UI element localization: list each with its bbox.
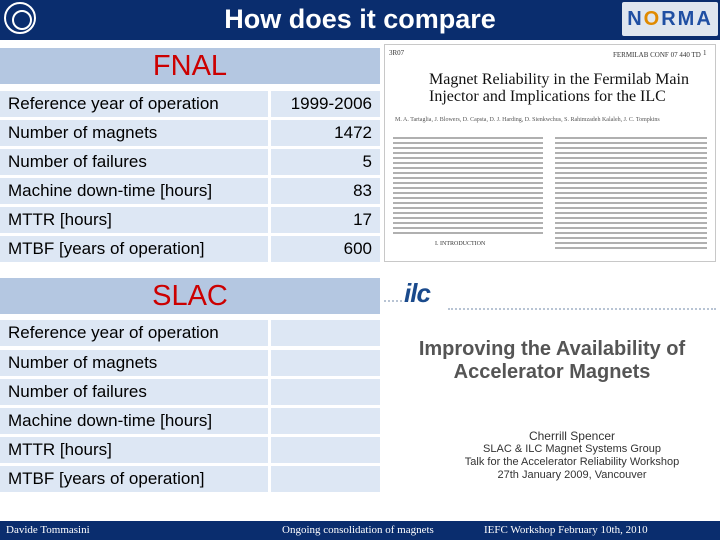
paper-title: Magnet Reliability in the Fermilab Main … [429,71,689,105]
slac-row-number-of-failures: Number of failures [0,379,380,405]
row-label: MTTR [hours] [8,210,112,229]
logo-letters-rma: RMA [661,8,713,30]
column-separator [268,379,271,405]
slac-paper-thumbnail: ilc Improving the Availability of Accele… [384,270,720,496]
footer-author: Davide Tommasini [6,524,90,536]
footer-subject: Ongoing consolidation of magnets [282,524,434,536]
footer-bar: Davide Tommasini Ongoing consolidation o… [0,521,720,540]
column-separator [268,350,271,376]
slac-paper-title: Improving the Availability of Accelerato… [384,338,720,384]
row-label: Reference year of operation [8,94,219,113]
dotted-divider [384,300,402,302]
paper-page-number: 1 [703,49,707,57]
row-value: 83 [353,181,372,200]
row-value: 1999-2006 [290,94,372,113]
row-label: Reference year of operation [8,323,219,342]
slac-row-number-of-magnets: Number of magnets [0,350,380,376]
column-separator [268,408,271,434]
fnal-section-title: FNAL [0,48,380,84]
slac-date: 27th January 2009, Vancouver [497,469,647,481]
column-separator [268,178,271,204]
slac-affiliation: SLAC & ILC Magnet Systems Group [483,443,661,455]
fnal-row-reference-year: Reference year of operation 1999-2006 [0,91,380,117]
paper-left-code: 3R07 [389,49,405,57]
row-label: Machine down-time [hours] [8,181,213,200]
row-label: Number of magnets [8,123,158,142]
slac-paper-info: Cherrill Spencer SLAC & ILC Magnet Syste… [424,430,720,482]
slac-title-line-1: Improving the Availability of [418,338,686,360]
column-separator [268,236,271,262]
fnal-row-mttr: MTTR [hours] 17 [0,207,380,233]
norma-logo: NORMA [622,2,718,36]
slac-row-mttr: MTTR [hours] [0,437,380,463]
row-value: 5 [362,152,372,171]
fnal-row-number-of-failures: Number of failures 5 [0,149,380,175]
slac-author: Cherrill Spencer [528,429,616,443]
dotted-divider [448,308,716,310]
row-label: Machine down-time [hours] [8,411,213,430]
fnal-row-mtbf: MTBF [years of operation] 600 [0,236,380,262]
column-separator [268,91,271,117]
slac-row-machine-down-time: Machine down-time [hours] [0,408,380,434]
fnal-paper-thumbnail: 3R07 FERMILAB CONF 07 440 TD 1 Magnet Re… [384,44,716,262]
column-separator [268,207,271,233]
column-separator [268,437,271,463]
cern-logo-icon [4,2,36,34]
row-label: Number of failures [8,152,147,171]
column-separator [268,466,271,492]
row-value: 600 [343,239,372,258]
column-separator [268,320,271,346]
paper-authors: M. A. Tartaglia, J. Blowers, D. Capsta, … [395,117,660,123]
fnal-row-machine-down-time: Machine down-time [hours] 83 [0,178,380,204]
paper-section-heading: I. INTRODUCTION [435,241,486,247]
paper-right-column [555,137,707,252]
slac-row-mtbf: MTBF [years of operation] [0,466,380,492]
column-separator [268,120,271,146]
logo-letter-o: O [643,8,662,30]
slac-row-reference-year: Reference year of operation [0,320,380,346]
row-value: 17 [353,210,372,229]
slac-talk: Talk for the Accelerator Reliability Wor… [464,456,680,468]
column-separator [268,149,271,175]
paper-abstract-column [393,137,543,237]
ilc-logo: ilc [404,278,431,308]
row-label: Number of failures [8,382,147,401]
row-label: MTBF [years of operation] [8,239,205,258]
row-label: Number of magnets [8,353,158,372]
slac-section-title: SLAC [0,278,380,314]
footer-event: IEFC Workshop February 10th, 2010 [484,524,648,536]
header-bar: How does it compare NORMA [0,0,720,40]
paper-conf-code: FERMILAB CONF 07 440 TD [613,51,701,59]
row-label: MTBF [years of operation] [8,469,205,488]
row-label: MTTR [hours] [8,440,112,459]
fnal-row-number-of-magnets: Number of magnets 1472 [0,120,380,146]
logo-letter-n: N [627,8,644,30]
slac-title-line-2: Accelerator Magnets [453,361,651,383]
row-value: 1472 [334,123,372,142]
page-title: How does it compare [224,4,496,34]
